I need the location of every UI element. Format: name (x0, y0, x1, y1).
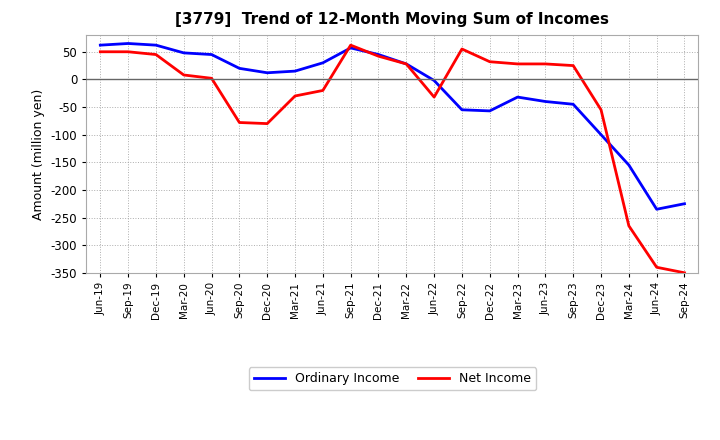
Ordinary Income (96, 43, 104, 48)
Net Income (263, 121, 271, 126)
Ordinary Income (346, 45, 355, 51)
Ordinary Income (485, 108, 494, 114)
Net Income (207, 76, 216, 81)
Ordinary Income (291, 69, 300, 74)
Ordinary Income (402, 61, 410, 66)
Legend: Ordinary Income, Net Income: Ordinary Income, Net Income (248, 367, 536, 390)
Net Income (513, 61, 522, 66)
Net Income (318, 88, 327, 93)
Net Income (485, 59, 494, 64)
Ordinary Income (624, 162, 633, 168)
Ordinary Income (207, 52, 216, 57)
Ordinary Income (430, 78, 438, 83)
Net Income (430, 95, 438, 100)
Net Income (680, 270, 689, 275)
Y-axis label: Amount (million yen): Amount (million yen) (32, 88, 45, 220)
Ordinary Income (680, 201, 689, 206)
Net Income (235, 120, 243, 125)
Ordinary Income (652, 207, 661, 212)
Ordinary Income (179, 50, 188, 55)
Line: Net Income: Net Income (100, 45, 685, 273)
Net Income (374, 54, 383, 59)
Net Income (291, 93, 300, 99)
Net Income (458, 46, 467, 51)
Line: Ordinary Income: Ordinary Income (100, 44, 685, 209)
Net Income (402, 61, 410, 66)
Ordinary Income (458, 107, 467, 113)
Ordinary Income (235, 66, 243, 71)
Net Income (346, 43, 355, 48)
Net Income (124, 49, 132, 55)
Ordinary Income (374, 52, 383, 57)
Ordinary Income (597, 132, 606, 137)
Ordinary Income (318, 60, 327, 66)
Net Income (597, 107, 606, 113)
Net Income (624, 223, 633, 228)
Ordinary Income (569, 102, 577, 107)
Ordinary Income (152, 43, 161, 48)
Net Income (541, 61, 550, 66)
Net Income (652, 264, 661, 270)
Net Income (569, 63, 577, 68)
Net Income (179, 72, 188, 77)
Title: [3779]  Trend of 12-Month Moving Sum of Incomes: [3779] Trend of 12-Month Moving Sum of I… (176, 12, 609, 27)
Net Income (96, 49, 104, 55)
Ordinary Income (541, 99, 550, 104)
Ordinary Income (124, 41, 132, 46)
Ordinary Income (513, 95, 522, 100)
Net Income (152, 52, 161, 57)
Ordinary Income (263, 70, 271, 75)
